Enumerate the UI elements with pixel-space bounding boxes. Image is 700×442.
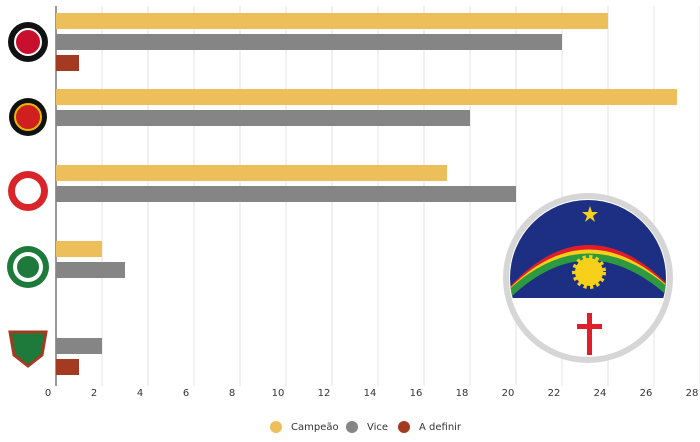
bar <box>56 262 125 278</box>
x-tick-label: 8 <box>229 388 235 399</box>
x-tick-label: 12 <box>318 388 331 399</box>
bar <box>56 13 608 29</box>
x-tick-label: 4 <box>137 388 143 399</box>
bar <box>56 186 516 202</box>
x-tick-label: 10 <box>272 388 285 399</box>
legend-label: A definir <box>419 422 462 433</box>
star <box>582 206 598 222</box>
x-tick-label: 0 <box>45 388 51 399</box>
cross <box>587 313 592 355</box>
x-tick-label: 2 <box>91 388 97 399</box>
bar <box>56 338 102 354</box>
team-logos <box>7 22 49 368</box>
sun <box>572 255 606 289</box>
legend-marker <box>270 421 282 433</box>
legend-marker <box>398 421 410 433</box>
legend: Campeão Vice A definir <box>270 421 462 433</box>
bar <box>56 359 79 375</box>
x-tick-label: 14 <box>364 388 377 399</box>
team-logo <box>8 330 48 368</box>
x-tick-label: 6 <box>183 388 189 399</box>
flag-badge <box>503 193 673 363</box>
team-logo <box>17 256 39 278</box>
x-tick-label: 18 <box>456 388 469 399</box>
legend-label: Campeão <box>291 422 339 433</box>
legend-label: Vice <box>367 422 388 433</box>
team-logo <box>13 176 43 206</box>
team-logo <box>14 103 42 131</box>
x-tick-label: 24 <box>594 388 607 399</box>
bar <box>56 89 677 105</box>
x-tick-label: 28 <box>686 388 699 399</box>
x-tick-label: 20 <box>502 388 515 399</box>
bar <box>56 241 102 257</box>
legend-marker <box>346 421 358 433</box>
bar <box>56 110 470 126</box>
cross <box>577 324 602 329</box>
bar <box>56 165 447 181</box>
team-logo <box>14 28 42 56</box>
rainbow <box>510 253 666 301</box>
bar <box>56 55 79 71</box>
bar <box>56 34 562 50</box>
x-tick-label: 16 <box>410 388 423 399</box>
x-tick-label: 22 <box>548 388 561 399</box>
x-tick-label: 26 <box>640 388 653 399</box>
bars <box>56 13 677 375</box>
